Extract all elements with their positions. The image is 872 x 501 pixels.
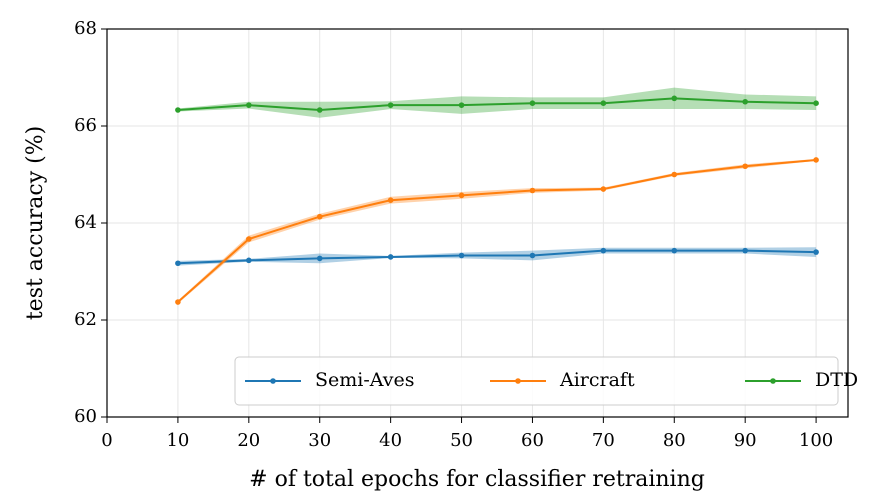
point	[600, 100, 607, 107]
x-tick-label: 0	[101, 430, 112, 451]
point	[742, 98, 748, 105]
y-axis-label: test accuracy (%)	[23, 126, 48, 320]
point	[742, 163, 748, 170]
point	[175, 299, 181, 305]
x-tick-label: 30	[308, 430, 331, 451]
point	[600, 186, 607, 192]
point	[316, 107, 323, 113]
x-tick-label: 60	[521, 430, 544, 451]
point	[529, 252, 536, 259]
point	[316, 255, 323, 262]
legend-label: Aircraft	[559, 369, 635, 391]
x-tick-label: 90	[734, 430, 757, 451]
x-tick-label: 50	[450, 430, 473, 451]
legend-marker	[770, 378, 776, 384]
point	[671, 171, 678, 178]
point	[246, 236, 252, 242]
x-tick-label: 80	[663, 430, 686, 451]
point	[600, 247, 607, 254]
point	[458, 192, 465, 199]
x-axis-label: # of total epochs for classifier retrain…	[249, 467, 705, 492]
point	[387, 102, 394, 108]
point	[458, 102, 465, 108]
point	[671, 95, 678, 102]
point	[175, 260, 181, 267]
line	[177, 158, 817, 303]
point	[813, 157, 819, 163]
point	[387, 197, 394, 204]
y-tick-label: 62	[74, 309, 97, 330]
x-tick-label: 70	[592, 430, 615, 451]
legend-marker	[515, 378, 521, 384]
y-tick-label: 60	[74, 406, 97, 427]
x-tick-label: 40	[379, 430, 402, 451]
y-tick-label: 66	[74, 115, 97, 136]
point	[671, 247, 678, 254]
legend-marker	[270, 378, 276, 384]
line	[177, 249, 817, 265]
x-tick-label: 100	[799, 430, 833, 451]
point	[246, 257, 252, 264]
point	[813, 249, 819, 255]
legend-label: DTD	[815, 369, 858, 391]
point	[529, 100, 536, 107]
point	[246, 102, 252, 108]
point	[316, 213, 323, 220]
point	[387, 254, 394, 260]
point	[742, 247, 748, 254]
x-tick-label: 10	[166, 430, 189, 451]
x-tick-label: 20	[237, 430, 260, 451]
point	[175, 107, 181, 113]
y-tick-label: 68	[74, 18, 97, 39]
legend-label: Semi-Aves	[315, 369, 414, 391]
error-band	[177, 87, 817, 118]
y-tick-label: 64	[74, 212, 97, 233]
line	[177, 97, 817, 111]
point	[529, 187, 536, 194]
point	[458, 252, 465, 259]
legend: Semi-Aves Aircraft DTD	[234, 356, 858, 406]
point	[813, 100, 819, 107]
